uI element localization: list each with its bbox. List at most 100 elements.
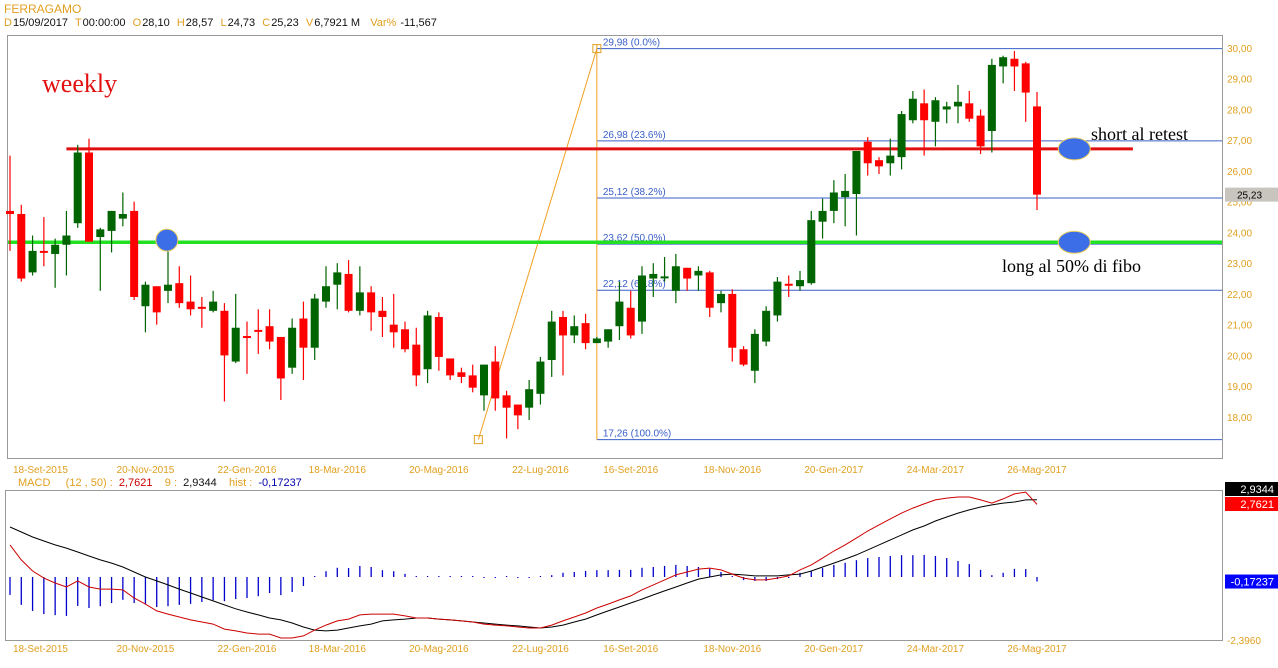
macd-min-label: -2,3960 xyxy=(1227,636,1261,647)
candle-body xyxy=(322,286,330,302)
candle-body xyxy=(638,275,646,322)
signal-value-box-text: 2,9344 xyxy=(1240,484,1274,496)
price-tick-label: 22,00 xyxy=(1227,290,1252,301)
markers xyxy=(155,137,1091,254)
candle-body xyxy=(96,229,105,238)
candle-down xyxy=(1010,51,1019,92)
candle-down xyxy=(863,137,872,176)
var-value: -11,567 xyxy=(400,17,437,29)
candle-up xyxy=(209,290,218,313)
candle-down xyxy=(434,312,443,371)
candle-down xyxy=(367,286,376,331)
date-label: D xyxy=(4,17,12,29)
candle-body xyxy=(491,361,500,399)
candle-down xyxy=(186,275,195,316)
candle-down xyxy=(401,321,409,353)
macd-value-box xyxy=(1225,497,1278,511)
candle-up xyxy=(649,263,658,297)
candle-down xyxy=(389,293,398,348)
candle-body xyxy=(254,329,263,332)
candle-body xyxy=(513,404,522,416)
macd-date-tick-label: 24-Mar-2017 xyxy=(907,644,965,655)
candle-up xyxy=(807,210,816,285)
candle-body xyxy=(649,273,658,279)
fibonacci-retracement[interactable]: 29,98 (0.0%) 26,98 (23.6%) 25,12 (38.2%) 23… xyxy=(473,38,1222,445)
candle-body xyxy=(344,273,353,311)
long-annotation: long al 50% di fibo xyxy=(1002,256,1141,276)
candle-body xyxy=(367,292,376,313)
candle-body xyxy=(197,306,206,309)
candle-up xyxy=(987,58,996,153)
candle-body xyxy=(694,270,703,276)
candle-down xyxy=(276,336,285,400)
candle-body xyxy=(784,283,793,286)
candle-up xyxy=(638,266,646,334)
date-tick-label: 20-Mag-2016 xyxy=(409,465,469,476)
candle-down xyxy=(705,270,714,317)
date-tick-label: 20-Gen-2017 xyxy=(804,465,863,476)
candle-down xyxy=(976,109,985,155)
candle-body xyxy=(1021,63,1030,93)
candle-body xyxy=(942,106,951,110)
candle-body xyxy=(423,315,432,370)
macd-date-tick-label: 20-Gen-2017 xyxy=(804,644,863,655)
low-label: L xyxy=(220,17,227,29)
macd-value: 2,7621 xyxy=(118,477,153,489)
date-tick-label: 24-Mar-2017 xyxy=(907,465,965,476)
candle-down xyxy=(17,204,26,282)
candle-body xyxy=(28,250,37,273)
candle-up xyxy=(671,253,680,304)
candle-body xyxy=(130,210,139,297)
candle-body xyxy=(118,213,127,219)
candle-body xyxy=(401,329,409,350)
candle-body xyxy=(412,344,421,376)
candle-up xyxy=(592,336,601,344)
candle-down xyxy=(965,91,974,122)
candle-body xyxy=(604,329,613,342)
candle-down xyxy=(197,296,206,328)
volume-value: 6,7921 M xyxy=(314,17,361,29)
macd-panel-border xyxy=(5,490,1223,641)
candle-up xyxy=(796,270,804,291)
macd-signal-line xyxy=(9,499,1038,632)
candle-body xyxy=(231,327,240,362)
candle-body xyxy=(17,213,26,279)
close-value: 25,23 xyxy=(271,17,299,29)
macd-date-tick-label: 20-Nov-2015 xyxy=(117,644,175,655)
candle-down xyxy=(875,157,883,175)
candle-body xyxy=(141,284,150,307)
price-tick-label: 19,00 xyxy=(1227,382,1252,393)
date-tick-label: 26-Mag-2017 xyxy=(1007,465,1067,476)
candle-up xyxy=(73,144,82,228)
trend-lines[interactable] xyxy=(8,147,1222,245)
price-tick-label: 21,00 xyxy=(1227,321,1252,332)
hist-value-box xyxy=(1225,574,1278,589)
highlight-marker-icon xyxy=(1057,230,1091,254)
candle-body xyxy=(434,316,443,357)
candle-body xyxy=(908,98,917,121)
candle-body xyxy=(592,338,601,344)
last-price-box xyxy=(1225,187,1278,202)
signal-value-box xyxy=(1225,482,1278,496)
candle-body xyxy=(446,358,455,376)
candle-body xyxy=(6,210,14,214)
candle-up xyxy=(51,238,60,288)
candle-up xyxy=(942,101,951,124)
instrument-title: FERRAGAMO xyxy=(4,2,82,16)
candle-up xyxy=(288,318,297,374)
candle-body xyxy=(39,250,48,253)
candle-body xyxy=(886,155,895,164)
macd-params: (12 , 50) : xyxy=(65,477,113,489)
candle-up xyxy=(604,329,613,348)
candle-down xyxy=(265,309,274,350)
candles xyxy=(6,51,1041,439)
candle-down xyxy=(344,260,353,313)
candle-body xyxy=(265,326,274,342)
candle-body xyxy=(1010,58,1019,67)
candle-body xyxy=(683,267,692,279)
candle-body xyxy=(288,327,297,368)
candle-body xyxy=(1033,106,1041,195)
candle-up xyxy=(717,290,725,313)
candle-body xyxy=(863,141,872,164)
